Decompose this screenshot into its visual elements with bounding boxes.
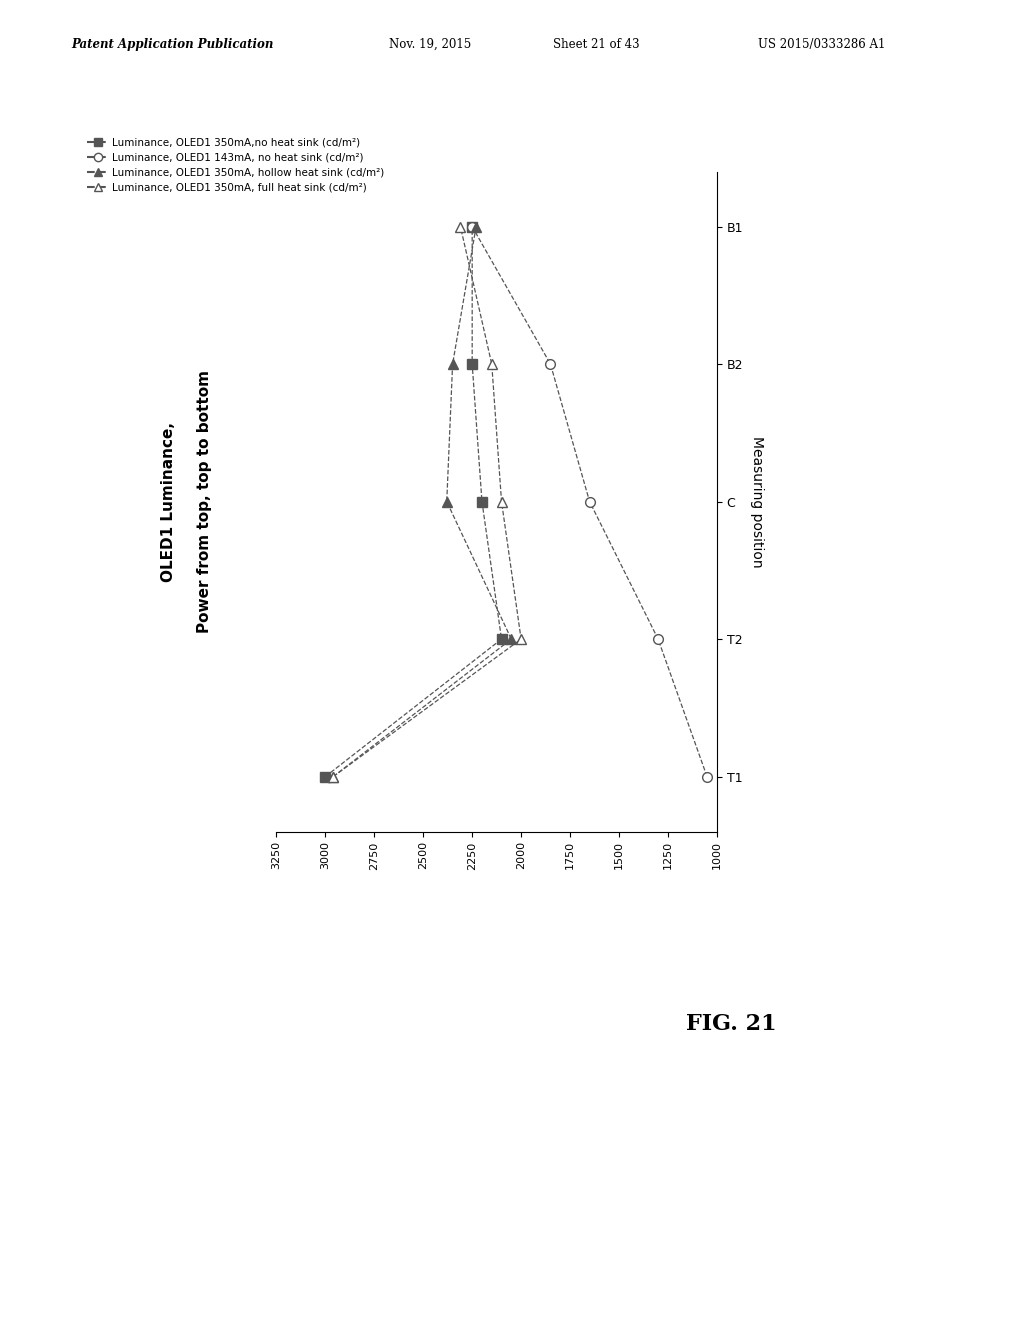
Y-axis label: Measuring position: Measuring position	[750, 436, 764, 568]
Text: Power from top, top to bottom: Power from top, top to bottom	[198, 370, 212, 634]
Text: FIG. 21: FIG. 21	[686, 1012, 777, 1035]
Text: OLED1 Luminance,: OLED1 Luminance,	[162, 421, 176, 582]
Text: US 2015/0333286 A1: US 2015/0333286 A1	[758, 37, 885, 50]
Text: Nov. 19, 2015: Nov. 19, 2015	[389, 37, 471, 50]
Legend: Luminance, OLED1 350mA,no heat sink (cd/m²), Luminance, OLED1 143mA, no heat sin: Luminance, OLED1 350mA,no heat sink (cd/…	[87, 137, 384, 193]
Text: Sheet 21 of 43: Sheet 21 of 43	[553, 37, 640, 50]
Text: Patent Application Publication: Patent Application Publication	[72, 37, 274, 50]
